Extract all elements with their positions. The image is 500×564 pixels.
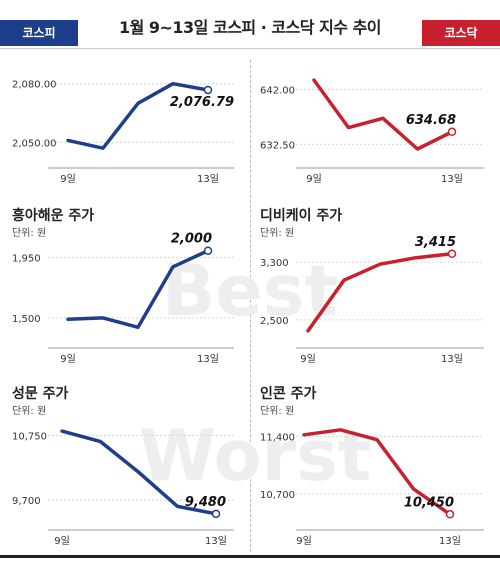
end-point [447,127,457,137]
y-tick-label: 2,050.00 [12,138,57,149]
end-value-label: 2,076.79 [170,95,234,110]
x-tick-label: 13일 [441,173,463,185]
kosdaq-tag: 코스닥 [422,20,500,46]
y-tick-label: 642.00 [260,85,295,96]
x-tick-label: 13일 [439,535,461,547]
chart-unit: 단위: 원 [12,404,46,417]
chart-unit: 단위: 원 [260,226,294,239]
kospi-tag: 코스피 [0,20,78,46]
series-line [66,81,210,150]
end-point [203,246,213,255]
chart-kosdaq: 642.00 632.50 9일 13일 634.68 [260,78,484,185]
end-point [447,249,457,259]
x-tick-label: 9일 [60,353,76,365]
x-tick-label: 9일 [300,353,316,365]
x-tick-label: 9일 [60,173,76,185]
x-tick-label: 13일 [197,173,219,185]
end-point [445,510,455,519]
bottom-rule [0,555,500,558]
chart-title: 인콘 주가 [260,385,317,402]
page-title: 1월 9~13일 코스피 · 코스닥 지수 추이 [118,18,382,37]
column-divider [250,60,251,552]
chart-title: 디비케이 주가 [260,207,342,224]
x-tick-label: 13일 [205,535,227,547]
end-value-label: 9,480 [185,495,226,510]
end-point [203,85,213,95]
y-tick-label: 1,950 [12,253,41,264]
watermark-best: Best [162,250,338,332]
y-tick-label: 2,500 [260,316,289,327]
y-tick-label: 3,300 [260,258,289,269]
x-tick-label: 9일 [296,535,312,547]
x-tick-label: 9일 [54,535,70,547]
end-point [211,509,221,519]
chart-title: 흥아해운 주가 [12,207,94,224]
x-tick-label: 13일 [197,353,219,365]
y-tick-label: 1,500 [12,314,41,325]
chart-unit: 단위: 원 [12,226,46,239]
end-value-label: 3,415 [415,235,456,250]
y-tick-label: 2,080.00 [12,80,57,91]
y-tick-label: 10,750 [12,431,47,442]
y-tick-label: 10,700 [260,490,295,501]
end-value-label: 634.68 [406,113,456,128]
title-divider [0,48,500,49]
y-tick-label: 11,400 [260,432,295,443]
x-tick-label: 9일 [306,173,322,185]
y-tick-label: 632.50 [260,140,295,151]
watermark-worst: Worst [139,415,371,497]
chart-unit: 단위: 원 [260,404,294,417]
y-tick-label: 9,700 [12,496,41,507]
end-value-label: 2,000 [171,232,212,247]
chart-kospi: 2,080.00 2,050.00 9일 13일 2,076.79 [12,80,234,185]
x-tick-label: 13일 [441,353,463,365]
chart-title: 성문 주가 [12,386,69,402]
end-value-label: 10,450 [404,495,454,510]
